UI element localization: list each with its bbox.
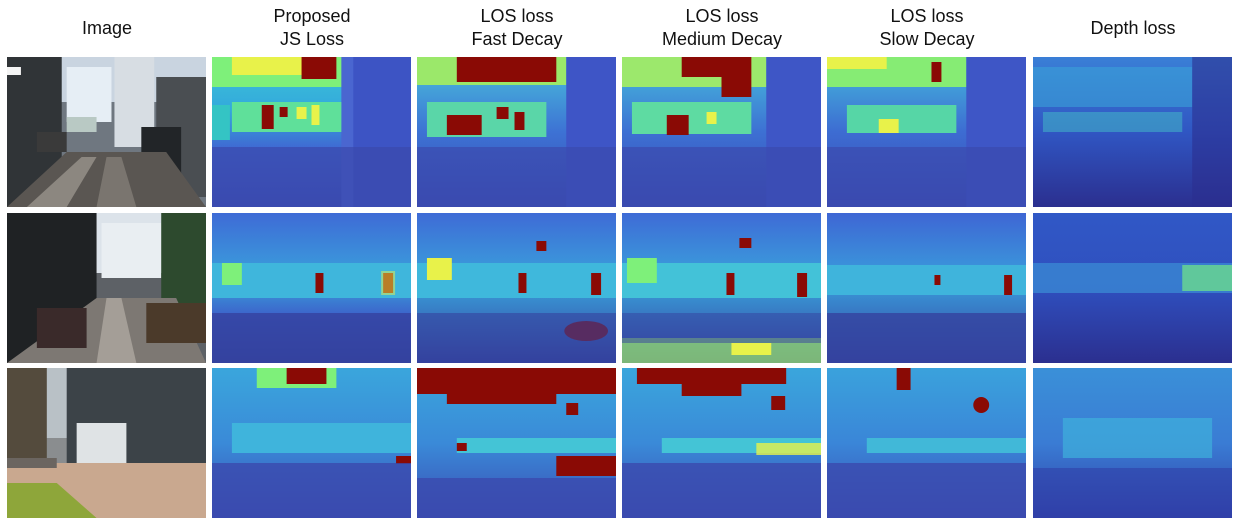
- los-medium-decay-row-3: [622, 368, 821, 518]
- los-fast-decay-row-1: [417, 57, 616, 207]
- column-header-image: Image: [7, 4, 207, 52]
- column-header-los-fast: LOS loss Fast Decay: [417, 4, 617, 52]
- header-line: LOS loss: [890, 6, 964, 26]
- header-line: Slow Decay: [879, 29, 975, 49]
- los-medium-decay-row-1: [622, 57, 821, 207]
- los-medium-decay-row-2: [622, 213, 821, 363]
- header-line: Depth loss: [1090, 17, 1176, 38]
- column-header-los-slow: LOS loss Slow Decay: [827, 4, 1027, 52]
- column-header-js-loss: Proposed JS Loss: [212, 4, 412, 52]
- depth-loss-row-3: [1033, 368, 1232, 518]
- depth-loss-row-2: [1033, 213, 1232, 363]
- js-loss-row-3: [212, 368, 411, 518]
- los-fast-decay-row-2: [417, 213, 616, 363]
- header-line: LOS loss: [685, 6, 759, 26]
- header-line: Medium Decay: [661, 29, 783, 49]
- input-image-row-3: [7, 368, 206, 518]
- header-line: Proposed: [273, 6, 351, 26]
- los-slow-decay-row-1: [827, 57, 1026, 207]
- header-line: Fast Decay: [471, 29, 563, 49]
- column-header-depth-loss: Depth loss: [1033, 4, 1233, 52]
- los-slow-decay-row-3: [827, 368, 1026, 518]
- header-line: JS Loss: [279, 29, 345, 49]
- js-loss-row-2: [212, 213, 411, 363]
- header-line: Image: [81, 17, 133, 38]
- js-loss-row-1: [212, 57, 411, 207]
- column-header-los-medium: LOS loss Medium Decay: [622, 4, 822, 52]
- los-slow-decay-row-2: [827, 213, 1026, 363]
- header-line: LOS loss: [480, 6, 554, 26]
- input-image-row-1: [7, 57, 206, 207]
- depth-loss-row-1: [1033, 57, 1232, 207]
- input-image-row-2: [7, 213, 206, 363]
- los-fast-decay-row-3: [417, 368, 616, 518]
